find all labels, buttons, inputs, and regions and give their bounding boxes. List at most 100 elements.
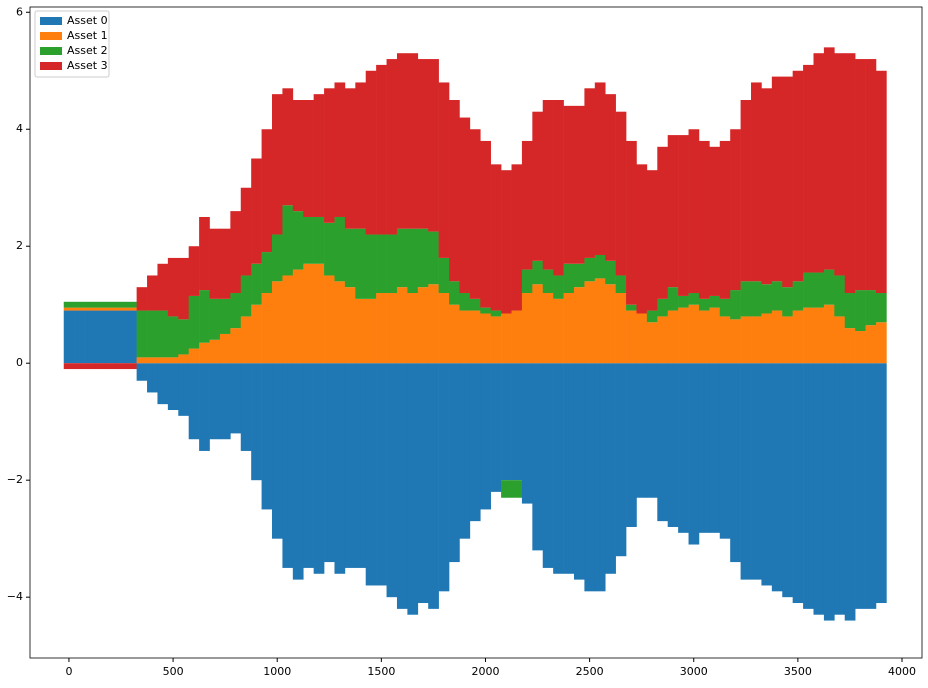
- x-tick-label: 500: [163, 665, 184, 678]
- bar: [511, 363, 523, 481]
- bar: [417, 228, 429, 288]
- bar: [157, 263, 169, 311]
- bar: [428, 231, 439, 285]
- bar: [511, 480, 523, 498]
- bar: [875, 363, 887, 604]
- x-tick-label: 3500: [784, 665, 812, 678]
- bar: [407, 363, 419, 615]
- bar: [855, 59, 866, 291]
- y-tick-label: −2: [7, 473, 23, 486]
- bar: [230, 328, 242, 364]
- bar: [813, 307, 825, 364]
- bar: [115, 363, 127, 370]
- bar: [563, 363, 575, 574]
- bar: [240, 363, 252, 451]
- bar: [678, 295, 689, 308]
- bar: [449, 281, 460, 305]
- bar: [199, 290, 210, 343]
- bar: [501, 170, 512, 314]
- bar: [459, 117, 471, 294]
- bar: [115, 310, 127, 364]
- legend-swatch: [40, 47, 62, 55]
- bar: [199, 216, 210, 291]
- bar: [469, 298, 481, 311]
- bar: [209, 228, 221, 299]
- bar: [646, 170, 658, 311]
- bar: [490, 316, 502, 364]
- bar: [521, 269, 533, 294]
- bar: [469, 363, 481, 522]
- bar: [480, 313, 491, 364]
- bar: [136, 363, 148, 381]
- bar: [823, 304, 835, 364]
- bar: [219, 298, 231, 334]
- bar: [573, 263, 585, 288]
- bar: [553, 363, 564, 574]
- bar: [105, 310, 117, 364]
- bar: [646, 310, 658, 323]
- bar: [261, 293, 273, 364]
- bar: [469, 310, 481, 364]
- bar: [667, 363, 679, 527]
- bar: [553, 100, 564, 276]
- bar: [823, 47, 835, 270]
- bar: [115, 301, 127, 308]
- bar: [584, 257, 596, 282]
- bar: [844, 363, 856, 621]
- bar: [855, 363, 866, 609]
- bar: [511, 164, 523, 311]
- bar: [532, 284, 544, 364]
- bar: [730, 129, 741, 291]
- bar: [594, 82, 606, 256]
- bar: [532, 260, 544, 285]
- bar: [563, 263, 575, 294]
- bar: [147, 310, 158, 358]
- bar: [386, 363, 398, 598]
- bar: [282, 88, 294, 206]
- bar: [573, 105, 585, 264]
- y-tick-label: 2: [16, 239, 23, 252]
- bar: [157, 310, 169, 358]
- bar: [167, 316, 179, 358]
- bar: [261, 129, 273, 253]
- bar: [178, 363, 189, 416]
- bar: [490, 164, 502, 311]
- bar: [334, 363, 346, 574]
- bar: [688, 293, 700, 305]
- bar: [834, 53, 846, 276]
- y-tick-label: 0: [16, 356, 23, 369]
- bar: [438, 363, 450, 592]
- bar: [334, 82, 346, 217]
- bar: [709, 146, 721, 296]
- bar: [646, 363, 658, 498]
- bar: [240, 187, 252, 276]
- bar: [167, 357, 179, 364]
- bar: [615, 293, 627, 364]
- bar: [230, 363, 242, 434]
- bar: [251, 263, 262, 305]
- plot-frame: [29, 6, 923, 659]
- bar: [167, 363, 179, 410]
- bar: [136, 357, 148, 364]
- bar: [469, 129, 481, 299]
- bar: [386, 234, 398, 294]
- bar: [136, 310, 148, 358]
- bar: [188, 295, 200, 349]
- bar: [615, 111, 627, 276]
- bar: [94, 363, 106, 370]
- bar: [782, 316, 793, 364]
- bar: [459, 310, 471, 364]
- bar: [698, 363, 710, 533]
- bar: [365, 363, 377, 586]
- bar: [490, 363, 502, 492]
- bar: [230, 293, 242, 329]
- bar: [740, 316, 752, 364]
- bar: [740, 100, 752, 282]
- bar: [573, 363, 585, 580]
- bar: [272, 94, 283, 235]
- bar: [771, 76, 783, 282]
- bar: [709, 363, 721, 533]
- bar: [553, 298, 564, 364]
- bar: [313, 216, 325, 264]
- bar: [63, 307, 75, 311]
